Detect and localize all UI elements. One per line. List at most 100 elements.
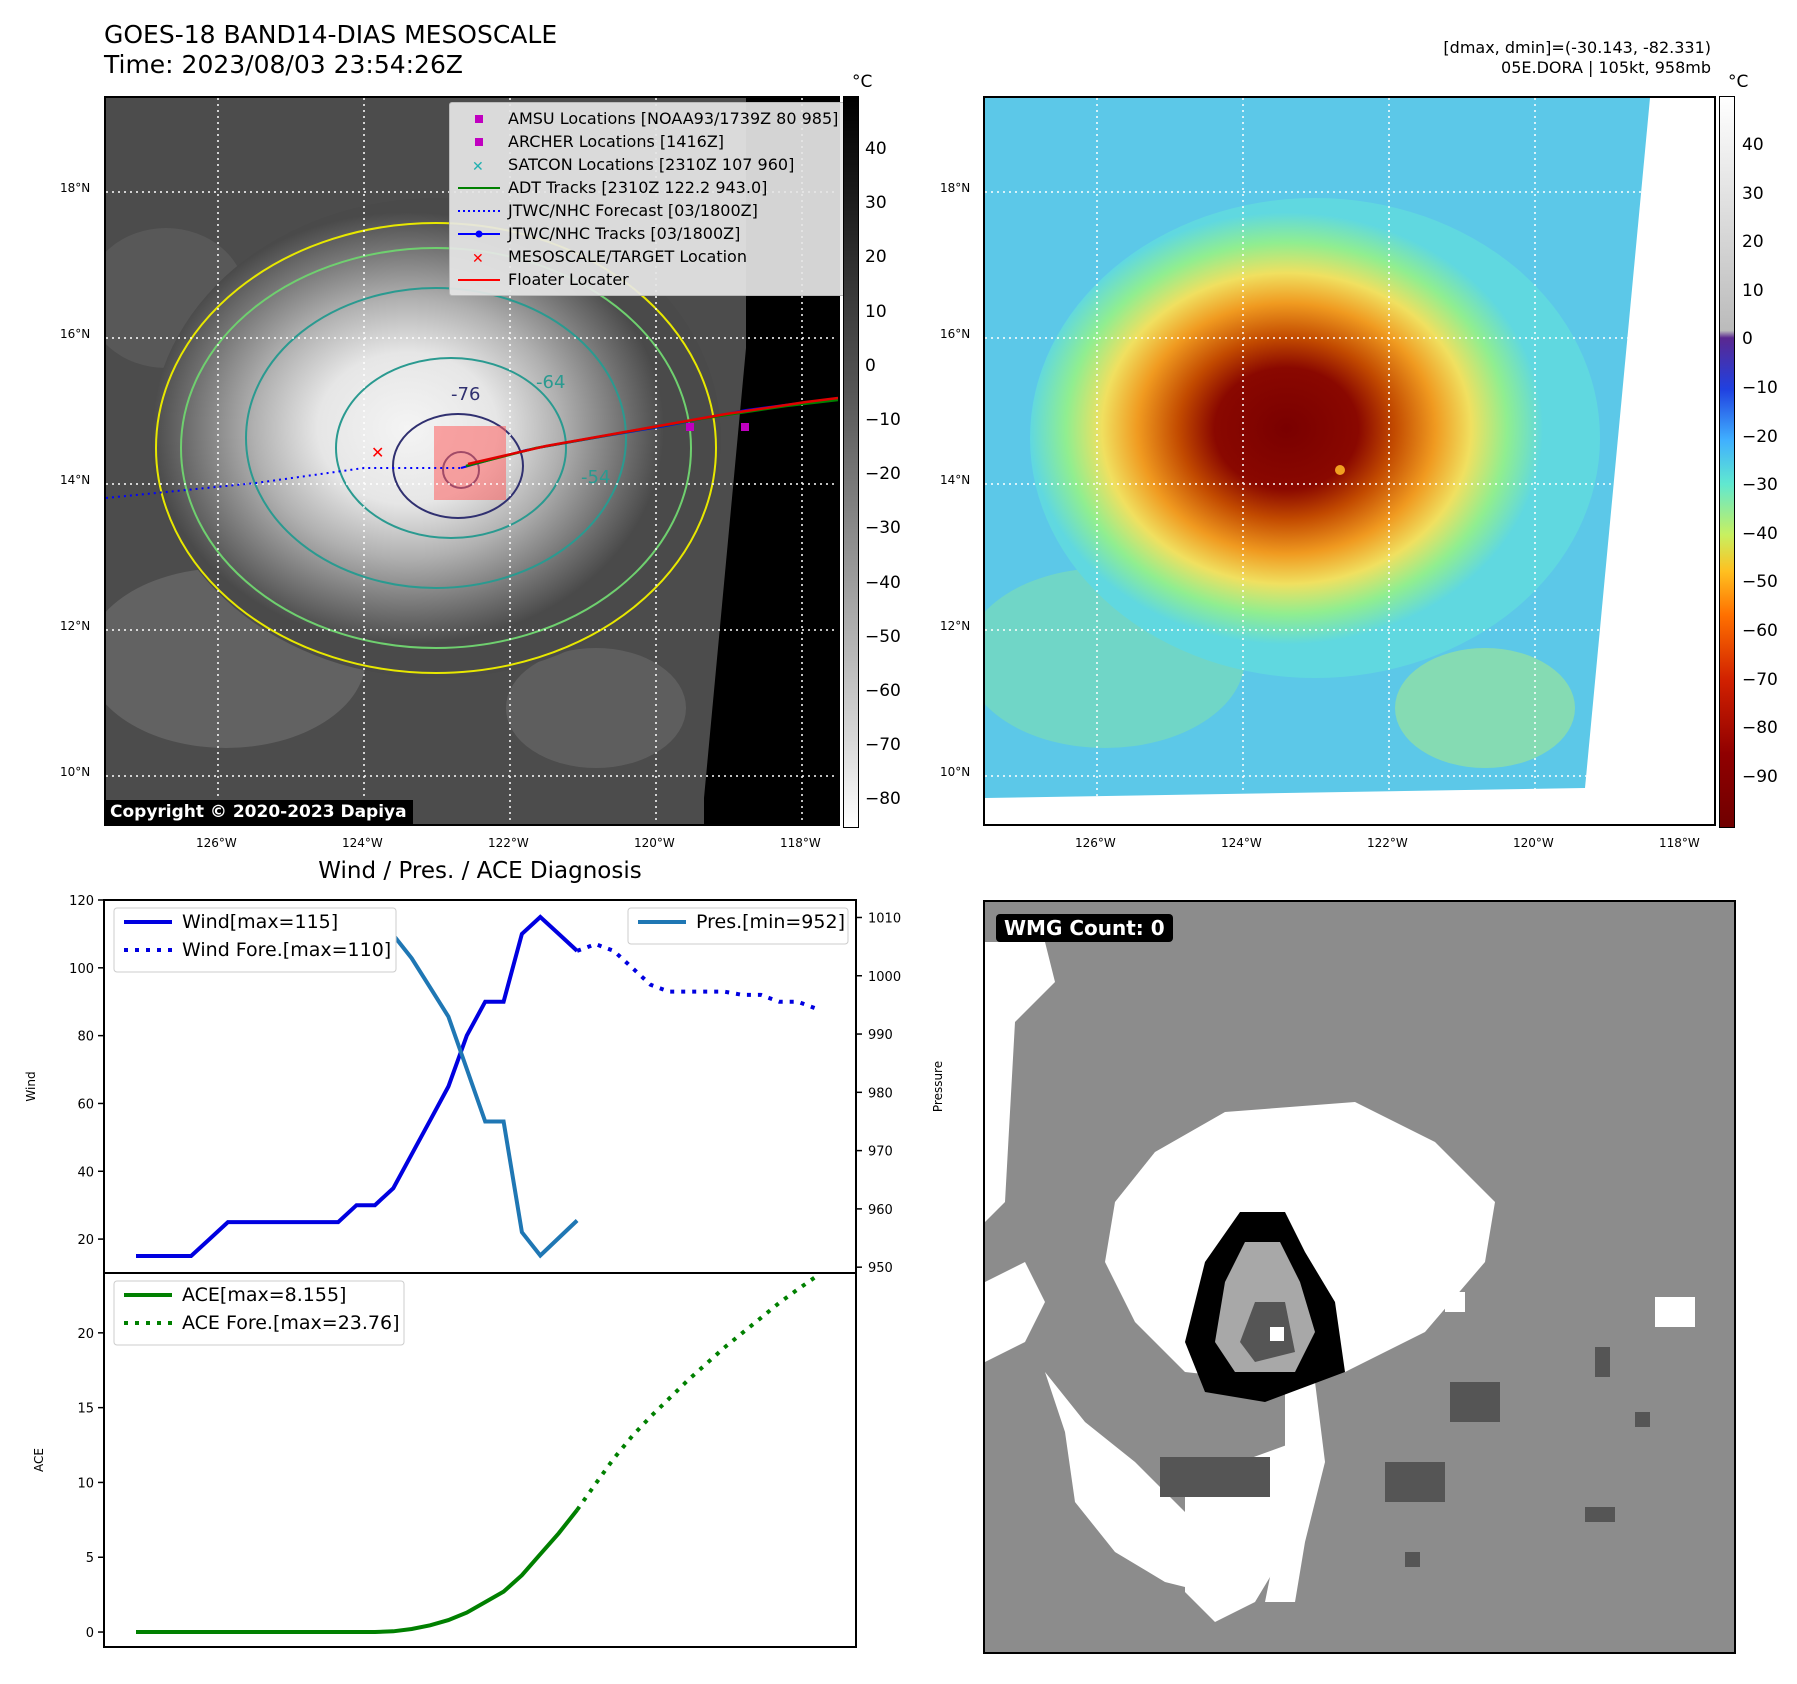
color-colorbar-tick: −40 <box>1742 523 1778 544</box>
gray-colorbar-tick: 10 <box>865 301 887 322</box>
color-colorbar-tick: −10 <box>1742 378 1778 398</box>
gray-colorbar-tick: −60 <box>865 681 901 701</box>
map-legend-entry: ARCHER Locations [1416Z] <box>458 130 838 153</box>
legend-label: Floater Locater <box>508 270 629 289</box>
gray-colorbar-tick: 0 <box>865 355 876 376</box>
lat-label: 16°N <box>940 327 971 341</box>
copyright-label: Copyright © 2020-2023 Dapiya <box>104 800 413 824</box>
lon-label: 126°W <box>196 836 237 850</box>
amsu-marker <box>686 423 694 431</box>
map-legend-entry: ✕ SATCON Locations [2310Z 107 960] <box>458 153 838 176</box>
title-line-1: GOES-18 BAND14-DIAS MESOSCALE <box>104 20 558 49</box>
map-legend-entry: Floater Locater <box>458 268 838 291</box>
legend-swatch-icon <box>458 225 500 243</box>
legend-label: Pres.[min=952] <box>696 911 845 933</box>
color-colorbar-tick: 10 <box>1742 280 1764 301</box>
color-colorbar-tick: 20 <box>1742 232 1764 253</box>
lat-label: 18°N <box>60 181 91 195</box>
ir-color-map-panel <box>983 96 1716 826</box>
legend-swatch-icon: ✕ <box>458 156 500 175</box>
gray-colorbar-tick: −70 <box>865 735 901 756</box>
gray-colorbar-tick: 40 <box>865 139 887 159</box>
legend-swatch-icon <box>458 271 500 289</box>
color-colorbar-tick: −50 <box>1742 572 1778 593</box>
gray-colorbar-tick: −10 <box>865 410 901 430</box>
legend-label: ADT Tracks [2310Z 122.2 943.0] <box>508 178 768 197</box>
map-legend-entry: ADT Tracks [2310Z 122.2 943.0] <box>458 176 838 199</box>
forecast-track <box>106 467 461 499</box>
gray-colorbar-tick: −30 <box>865 518 901 539</box>
color-colorbar-tick: −80 <box>1742 718 1778 739</box>
wind-tick-label: 120 <box>69 894 94 909</box>
gray-colorbar-tick: 20 <box>865 247 887 268</box>
lat-label: 12°N <box>60 619 91 633</box>
color-colorbar-tick: 0 <box>1742 329 1753 350</box>
lon-label: 124°W <box>342 836 383 850</box>
legend-label: JTWC/NHC Forecast [03/1800Z] <box>508 201 758 220</box>
lon-label: 118°W <box>780 836 821 850</box>
color-colorbar-tick: −70 <box>1742 669 1778 690</box>
wind-legend <box>113 907 397 973</box>
legend-label: Wind Fore.[max=110] <box>182 939 391 961</box>
ace-forecast-series-line <box>575 1274 818 1512</box>
legend-swatch-icon <box>458 179 500 197</box>
pressure-tick-label: 1000 <box>868 970 901 985</box>
legend-label: ACE Fore.[max=23.76] <box>182 1312 400 1334</box>
color-colorbar <box>1719 96 1735 828</box>
color-colorbar-tick: −90 <box>1742 766 1778 787</box>
pressure-tick-label: 1010 <box>868 911 901 926</box>
wmg-count-badge: WMG Count: 0 <box>996 914 1173 942</box>
legend-label: JTWC/NHC Tracks [03/1800Z] <box>508 224 741 243</box>
legend-label: MESOSCALE/TARGET Location <box>508 247 747 266</box>
color-colorbar-tick: 30 <box>1742 183 1764 204</box>
lat-label: 10°N <box>940 765 971 779</box>
gray-colorbar-tick: 30 <box>865 193 887 214</box>
archer-marker <box>741 423 749 431</box>
diagnosis-chart: 1201008060402010101000990980970960950201… <box>24 894 945 1648</box>
pressure-tick-label: 960 <box>868 1203 893 1218</box>
storm-info: [dmax, dmin]=(-30.143, -82.331) 05E.DORA… <box>1443 38 1711 78</box>
wmg-grid <box>985 902 1734 1652</box>
ace-series-line <box>136 1508 579 1634</box>
ace-tick-label: 0 <box>86 1626 94 1641</box>
gray-colorbar <box>843 96 859 828</box>
legend-label: Wind[max=115] <box>182 911 338 933</box>
map-legend-entry: JTWC/NHC Forecast [03/1800Z] <box>458 199 838 222</box>
info-line-2: 05E.DORA | 105kt, 958mb <box>1501 58 1711 77</box>
contour-label-64: -64 <box>536 372 565 393</box>
pressure-tick-label: 990 <box>868 1028 893 1043</box>
legend-swatch-icon <box>458 133 500 151</box>
lon-label: 126°W <box>1075 836 1116 850</box>
wind-tick-label: 20 <box>77 1233 94 1248</box>
legend-label: SATCON Locations [2310Z 107 960] <box>508 155 795 174</box>
gray-colorbar-tick: −20 <box>865 464 901 485</box>
lat-label: 10°N <box>60 765 91 779</box>
ace-axis-label: ACE <box>32 1448 46 1472</box>
map-legend-entry: AMSU Locations [NOAA93/1739Z 80 985] <box>458 107 838 130</box>
lat-label: 18°N <box>940 181 971 195</box>
ace-tick-label: 5 <box>86 1551 94 1566</box>
legend-swatch-icon <box>458 202 500 220</box>
lat-label: 16°N <box>60 327 91 341</box>
color-colorbar-tick: −60 <box>1742 621 1778 641</box>
mesoscale-target-marker: ✕ <box>371 443 384 462</box>
figure-title: GOES-18 BAND14-DIAS MESOSCALE Time: 2023… <box>104 20 557 80</box>
svg-text:✕: ✕ <box>472 159 484 174</box>
ir-color-map <box>985 98 1714 824</box>
color-colorbar-tick: −30 <box>1742 475 1778 496</box>
lat-label: 14°N <box>940 473 971 487</box>
wind-tick-label: 40 <box>77 1165 94 1180</box>
gray-colorbar-tick: −80 <box>865 789 901 810</box>
lon-label: 124°W <box>1221 836 1262 850</box>
map-legend-entry: ✕ MESOSCALE/TARGET Location <box>458 245 838 268</box>
pressure-axis-label: Pressure <box>931 1061 945 1112</box>
lat-label: 14°N <box>60 473 91 487</box>
contour-label-76: -76 <box>451 384 480 405</box>
legend-label: ACE[max=8.155] <box>182 1284 346 1306</box>
legend-label: AMSU Locations [NOAA93/1739Z 80 985] <box>508 109 839 128</box>
pressure-tick-label: 970 <box>868 1145 893 1160</box>
gray-colorbar-tick: −50 <box>865 626 901 647</box>
ace-legend <box>113 1280 405 1346</box>
pressure-tick-label: 980 <box>868 1086 893 1101</box>
wind-tick-label: 60 <box>77 1097 94 1112</box>
